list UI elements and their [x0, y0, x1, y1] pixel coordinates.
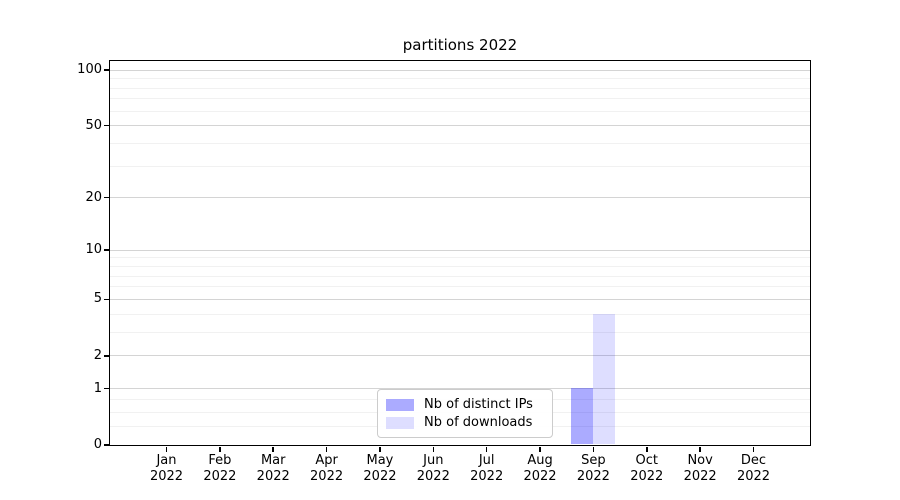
x-tick-label: Jul 2022: [447, 453, 527, 486]
y-tick-mark: [104, 387, 109, 390]
x-tick-mark: [699, 446, 701, 452]
x-tick-label: Feb 2022: [180, 453, 260, 486]
chart-title: partitions 2022: [402, 36, 518, 54]
legend-swatch-downloads-icon: [386, 416, 414, 429]
x-tick-label-line: 2022: [683, 469, 717, 484]
minor-gridline: [109, 266, 810, 268]
y-tick-label: 50: [85, 117, 102, 133]
minor-gridline: [109, 257, 810, 259]
major-gridline: [109, 69, 810, 71]
x-tick-label: Sep 2022: [553, 453, 633, 486]
x-tick-label-line: 2022: [523, 469, 557, 484]
y-tick-label: 0: [93, 437, 102, 452]
y-tick-mark: [104, 249, 109, 251]
major-gridline: [109, 197, 810, 199]
minor-gridline: [109, 286, 810, 288]
x-tick-label-line: Sep: [581, 452, 606, 468]
x-tick-label-line: 2022: [576, 469, 610, 484]
y-tick-mark: [104, 355, 109, 357]
x-tick-label-line: 2022: [736, 469, 771, 484]
y-tick-label: 5: [93, 291, 102, 307]
y-tick-mark: [104, 298, 109, 301]
y-tick-label: 10: [85, 242, 102, 258]
minor-gridline: [109, 275, 810, 277]
bar-downloads: [592, 313, 615, 445]
major-gridline: [109, 355, 810, 357]
x-tick-label-line: Jan: [156, 452, 177, 468]
legend: Nb of distinct IPs Nb of downloads: [377, 389, 553, 438]
y-tick-label: 20: [85, 189, 102, 205]
x-tick-label-line: Feb: [208, 452, 232, 468]
x-tick-label-line: 2022: [470, 469, 504, 484]
minor-gridline: [109, 87, 810, 89]
x-tick-label-line: 2022: [203, 469, 237, 484]
y-tick-mark: [104, 69, 109, 71]
legend-swatch-distinct-ips-icon: [386, 398, 414, 411]
legend-item-distinct-ips: Nb of distinct IPs: [386, 396, 544, 413]
x-tick-label: Jan 2022: [127, 453, 207, 486]
x-tick-mark: [379, 446, 381, 452]
y-tick-mark: [104, 444, 109, 446]
x-tick-label: Apr 2022: [287, 453, 367, 486]
y-tick-mark: [104, 196, 109, 199]
x-tick-label: Aug 2022: [500, 453, 580, 486]
major-gridline: [109, 388, 810, 390]
x-tick-mark: [592, 446, 595, 452]
x-tick-label-line: 2022: [256, 469, 290, 484]
x-tick-label-line: 2022: [363, 469, 397, 484]
y-tick-label: 100: [77, 62, 102, 78]
major-gridline: [109, 125, 810, 127]
y-tick-mark: [104, 124, 109, 127]
x-tick-mark: [485, 446, 488, 452]
x-tick-label-line: 2022: [310, 469, 344, 484]
minor-gridline: [109, 110, 810, 112]
x-tick-label: Jun 2022: [393, 453, 473, 486]
legend-item-downloads: Nb of downloads: [386, 414, 544, 431]
minor-gridline: [109, 78, 810, 80]
minor-gridline: [109, 331, 810, 333]
x-tick-label-line: Jun: [423, 452, 444, 468]
x-tick-label-line: Jul: [478, 452, 495, 468]
x-tick-label-line: 2022: [630, 469, 664, 484]
bar-distinct-ips: [570, 388, 593, 445]
x-tick-mark: [432, 446, 435, 452]
x-tick-label-line: Aug: [527, 452, 553, 468]
x-tick-label-line: May: [366, 452, 394, 468]
minor-gridline: [109, 98, 810, 100]
x-tick-label: May 2022: [340, 453, 420, 486]
major-gridline: [109, 298, 810, 300]
minor-gridline: [109, 142, 810, 144]
x-tick-mark: [752, 446, 755, 452]
x-tick-label-line: Oct: [635, 452, 658, 468]
x-tick-mark: [219, 446, 221, 452]
x-tick-mark: [165, 446, 168, 452]
legend-label-distinct-ips: Nb of distinct IPs: [424, 397, 533, 412]
x-tick-label-line: 2022: [149, 469, 184, 484]
minor-gridline: [109, 313, 810, 315]
x-tick-label-line: Mar: [260, 452, 286, 468]
x-tick-mark: [325, 446, 328, 452]
x-tick-label: Oct 2022: [607, 453, 687, 486]
bars-layer: [110, 61, 810, 445]
x-tick-label-line: Apr: [315, 452, 338, 468]
x-tick-mark: [272, 446, 274, 452]
y-tick-label: 2: [93, 347, 102, 363]
x-tick-mark: [646, 446, 648, 452]
legend-label-downloads: Nb of downloads: [424, 415, 533, 430]
plot-area: [108, 59, 811, 446]
x-tick-label: Nov 2022: [660, 453, 740, 486]
x-tick-label: Mar 2022: [233, 453, 313, 486]
y-tick-label: 1: [93, 380, 102, 396]
x-tick-mark: [539, 446, 541, 452]
x-tick-label-line: Nov: [687, 452, 713, 468]
minor-gridline: [109, 165, 810, 167]
x-tick-label-line: 2022: [416, 469, 450, 484]
gridlines-layer: [109, 61, 810, 445]
x-tick-label: Dec 2022: [714, 453, 794, 486]
x-tick-label-line: Dec: [740, 452, 767, 468]
major-gridline: [109, 249, 810, 251]
